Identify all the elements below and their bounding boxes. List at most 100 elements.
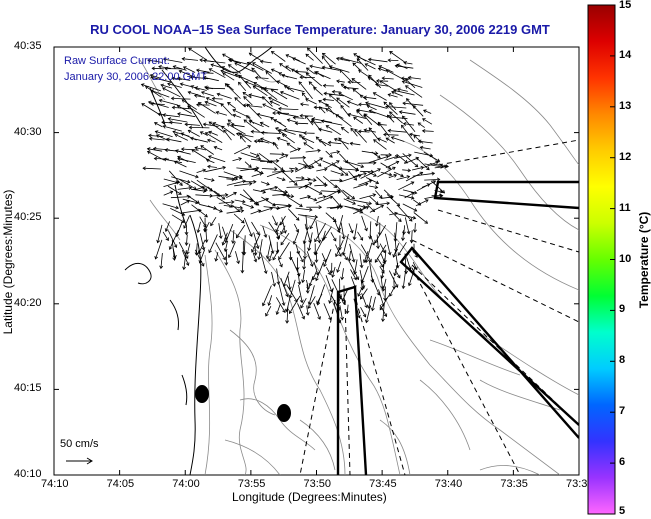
current-vector [402, 80, 423, 88]
current-vector-head [172, 65, 177, 69]
current-vector [205, 87, 226, 90]
current-vector-head [354, 128, 358, 133]
current-vector [356, 110, 363, 117]
current-vector [415, 199, 429, 207]
current-vector-head [344, 159, 349, 164]
current-vector-head [352, 236, 357, 241]
current-vector-head [158, 98, 163, 103]
colorbar-tick-label: 5 [619, 505, 626, 517]
current-vector-head [222, 165, 227, 170]
current-vector [336, 80, 345, 83]
current-vector-head [240, 270, 245, 274]
current-vector [183, 66, 196, 73]
current-vector [316, 293, 323, 304]
current-vector-head [234, 97, 238, 101]
current-vector-head [336, 97, 340, 102]
current-vector [369, 196, 379, 205]
current-vector-head [298, 134, 303, 138]
current-vector [323, 226, 332, 239]
current-vector-head [190, 136, 194, 141]
current-vector-head [372, 92, 377, 96]
current-vector-head [353, 276, 357, 281]
current-vector-head [363, 128, 368, 133]
current-vector-head [377, 168, 381, 172]
current-vector [283, 271, 290, 287]
current-vector [162, 114, 180, 118]
current-vector-head [204, 132, 209, 136]
current-vector [162, 87, 181, 98]
current-vector-head [402, 101, 406, 106]
current-vector-head [227, 254, 232, 259]
current-vector-head [367, 77, 372, 81]
current-vector [325, 160, 340, 169]
current-vector-head [257, 138, 261, 143]
current-vector-head [294, 166, 299, 171]
current-vector-head [256, 231, 260, 236]
colorbar-tick-label: 8 [619, 354, 626, 367]
current-vector-head [329, 154, 333, 158]
current-vector-head [239, 135, 244, 140]
current-vector-head [268, 258, 272, 262]
current-vector-head [346, 100, 351, 105]
current-vector [207, 166, 217, 168]
current-vector-head [235, 234, 240, 239]
current-vector-head [388, 152, 393, 157]
current-vector [397, 242, 407, 256]
current-vector [234, 199, 246, 203]
current-vector-head [308, 282, 313, 287]
current-vector [276, 177, 286, 181]
current-vector-head [299, 299, 304, 304]
current-vector [330, 232, 337, 242]
current-vector-head [356, 108, 361, 113]
current-vector [374, 224, 387, 244]
current-vector [404, 157, 419, 164]
current-vector [187, 105, 205, 118]
current-vector-head [246, 103, 250, 108]
current-vector [293, 232, 299, 245]
current-vector [195, 186, 205, 190]
current-vector-head [282, 177, 286, 182]
current-vector [163, 158, 182, 164]
current-vector-head [204, 239, 209, 243]
current-vector [245, 81, 264, 89]
current-vector [229, 59, 250, 65]
current-vector [298, 162, 314, 168]
current-vector-head [360, 164, 365, 169]
current-vector-head [199, 131, 204, 135]
current-vector-head [210, 63, 215, 68]
scale-label: 50 cm/s [60, 438, 99, 450]
current-vector-head [353, 177, 358, 181]
current-vector [291, 68, 307, 79]
current-vector-head [225, 193, 229, 197]
current-vector [308, 232, 313, 251]
current-vector-head [402, 231, 406, 236]
current-vector [313, 302, 321, 320]
current-vector [170, 208, 185, 216]
current-vector-head [432, 180, 437, 184]
current-vector [168, 118, 188, 123]
current-vector [235, 251, 240, 264]
current-vector [348, 223, 353, 233]
current-vector [220, 70, 241, 79]
current-vector-head [156, 134, 160, 138]
current-vector [352, 207, 363, 214]
current-vector [247, 62, 264, 71]
current-vector [306, 305, 309, 316]
current-vector-head [276, 80, 281, 84]
current-vector-head [261, 96, 266, 100]
current-vector-head [162, 157, 167, 162]
current-vector [413, 135, 424, 144]
current-vector [417, 122, 425, 128]
current-vector-head [373, 173, 377, 177]
current-vector [343, 198, 356, 205]
current-vector-head [164, 148, 168, 153]
current-vector-head [208, 249, 212, 254]
current-vector [322, 52, 336, 65]
current-vector-head [394, 284, 399, 288]
current-vector [394, 262, 399, 276]
current-vector-head [222, 53, 226, 57]
current-vector-head [157, 112, 162, 117]
current-vector-head [200, 262, 205, 267]
current-vector [402, 230, 404, 241]
current-vector [204, 101, 217, 107]
